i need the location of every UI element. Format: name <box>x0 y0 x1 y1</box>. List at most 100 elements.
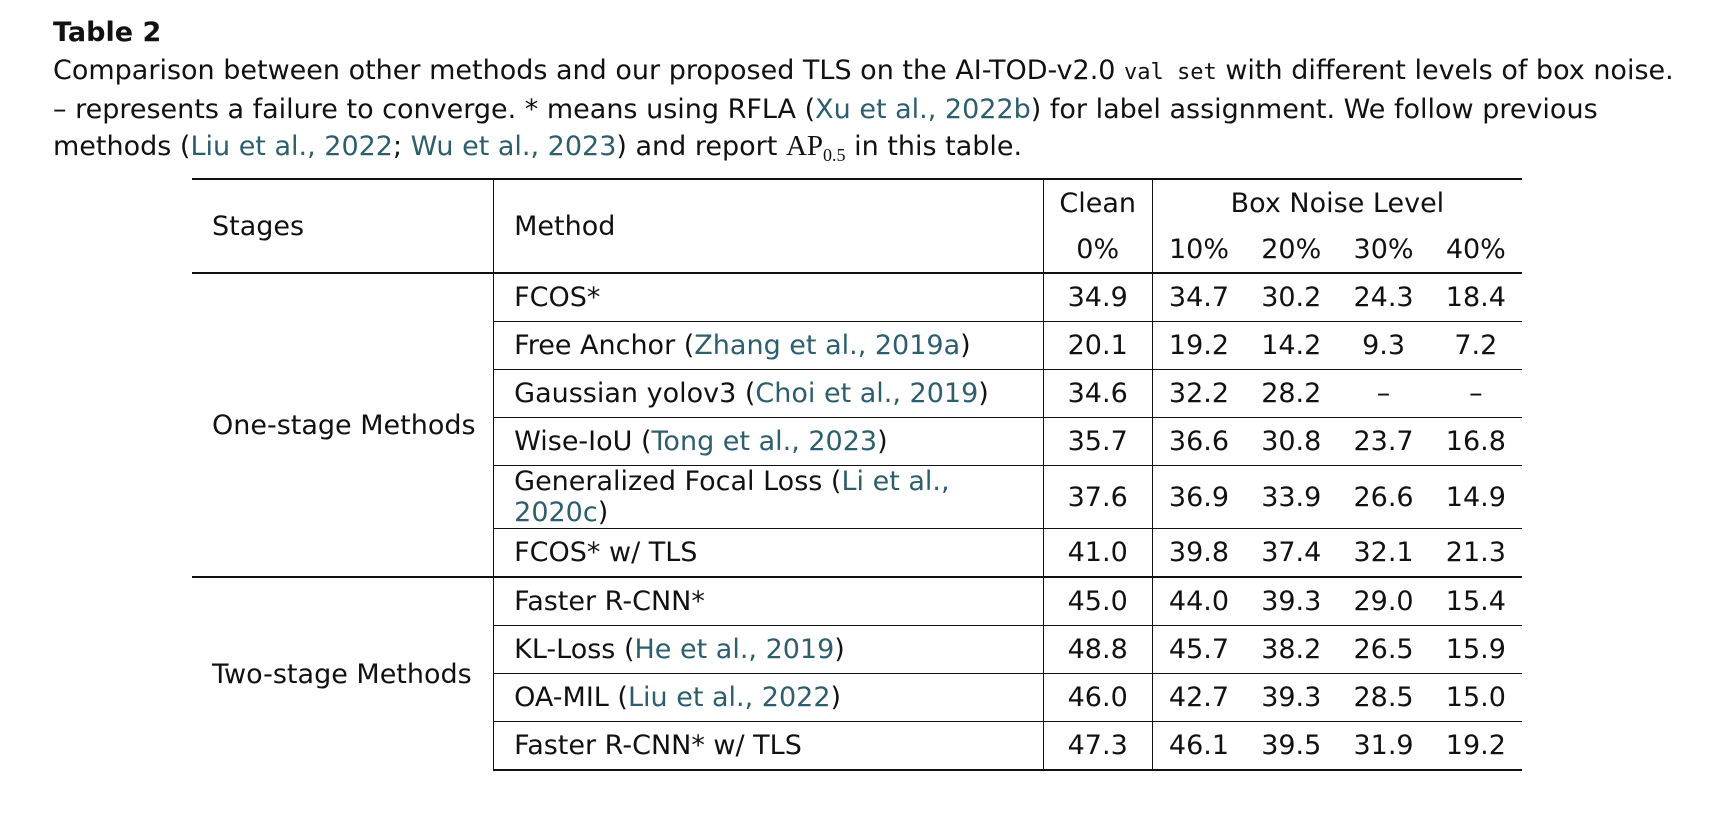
caption-part2: with different levels of box noise. – re… <box>53 55 1674 125</box>
caption-text: Comparison between other methods and our… <box>53 52 1693 174</box>
caption-mono: val set <box>1124 60 1217 85</box>
noise-value: 16.8 <box>1429 417 1522 466</box>
header-box-noise: Box Noise Level <box>1151 178 1522 226</box>
citation-link[interactable]: Li et al., 2020c <box>514 466 950 528</box>
noise-value: 31.9 <box>1337 721 1430 771</box>
noise-value: – <box>1337 369 1430 418</box>
citation-link[interactable]: Wu et al., 2023 <box>410 131 617 162</box>
table-row: Faster R-CNN* w/ TLS 47.3 46.1 39.5 31.9 19.2 <box>192 721 1522 771</box>
citation-link[interactable]: Liu et al., 2022 <box>190 131 393 162</box>
header-level: 40% <box>1445 233 1506 265</box>
clean-value: 34.9 <box>1042 272 1153 322</box>
noise-value: 37.4 <box>1245 528 1338 577</box>
table-row: Generalized Focal Loss (Li et al., 2020c… <box>192 465 1522 529</box>
citation-link[interactable]: Zhang et al., 2019a <box>694 330 961 361</box>
header-method: Method <box>493 178 1044 273</box>
citation-link[interactable]: Tong et al., 2023 <box>651 426 878 457</box>
method-name: Gaussian yolov3 ( <box>514 378 756 409</box>
noise-value: 19.2 <box>1151 321 1246 370</box>
citation-link[interactable]: Xu et al., 2022b <box>815 94 1031 125</box>
noise-value: 14.9 <box>1429 465 1522 529</box>
table-row: OA-MIL (Liu et al., 2022) 46.0 42.7 39.3 28.… <box>192 673 1522 722</box>
clean-value: 41.0 <box>1042 528 1153 577</box>
stage-label: One-stage Methods <box>192 272 494 577</box>
caption-part1: Comparison between other methods and our… <box>53 55 1125 86</box>
method-cell: KL-Loss (He et al., 2019) <box>493 625 1044 674</box>
method-paren: ) <box>877 426 888 457</box>
table-group-two-stage: Two-stage Methods Faster R-CNN* 45.0 44.0 39… <box>192 576 1522 771</box>
noise-value: 39.8 <box>1151 528 1246 577</box>
header-clean: Clean <box>1042 178 1153 226</box>
method-name: FCOS* w/ TLS <box>514 537 698 568</box>
noise-value: 24.3 <box>1337 272 1430 322</box>
noise-value: 44.0 <box>1151 576 1246 626</box>
method-cell: OA-MIL (Liu et al., 2022) <box>493 673 1044 722</box>
citation-link[interactable]: He et al., 2019 <box>634 634 835 665</box>
noise-value: 23.7 <box>1337 417 1430 466</box>
results-table: Stages Method Clean Box Noise Level 0% 1… <box>192 178 1522 771</box>
noise-value: 26.6 <box>1337 465 1430 529</box>
method-name: OA-MIL ( <box>514 682 628 713</box>
method-name: KL-Loss ( <box>514 634 635 665</box>
noise-value: 38.2 <box>1245 625 1338 674</box>
noise-value: 46.1 <box>1151 721 1246 771</box>
method-paren: ) <box>830 682 842 713</box>
method-cell: Free Anchor (Zhang et al., 2019a) <box>493 321 1044 370</box>
caption-part5: in this table. <box>845 131 1023 162</box>
method-cell: Generalized Focal Loss (Li et al., 2020c… <box>493 465 1044 529</box>
clean-value: 35.7 <box>1042 417 1153 466</box>
table-row: KL-Loss (He et al., 2019) 48.8 45.7 38.2 26.… <box>192 625 1522 674</box>
method-name: Generalized Focal Loss ( <box>514 466 842 497</box>
method-cell: Wise-IoU (Tong et al., 2023) <box>493 417 1044 466</box>
noise-value: 26.5 <box>1337 625 1430 674</box>
citation-link[interactable]: Liu et al., 2022 <box>627 682 831 713</box>
method-paren: ) <box>597 497 609 528</box>
noise-value: 18.4 <box>1429 272 1522 322</box>
clean-value: 48.8 <box>1042 625 1153 674</box>
table-row: Free Anchor (Zhang et al., 2019a) 20.1 19.… <box>192 321 1522 370</box>
table-row: Gaussian yolov3 (Choi et al., 2019) 34.6 3… <box>192 369 1522 418</box>
caption-sep: ; <box>392 131 411 162</box>
table-row: FCOS* w/ TLS 41.0 39.8 37.4 32.1 21.3 <box>192 528 1522 577</box>
method-cell: Gaussian yolov3 (Choi et al., 2019) <box>493 369 1044 418</box>
noise-value: 29.0 <box>1337 576 1430 626</box>
header-level: 20% <box>1261 233 1322 265</box>
table-row: Wise-IoU (Tong et al., 2023) 35.7 36.6 30.8… <box>192 417 1522 466</box>
method-name: Faster R-CNN* w/ TLS <box>514 730 802 761</box>
noise-value: 36.9 <box>1151 465 1246 529</box>
header-clean-pct: 0% <box>1042 226 1153 273</box>
citation-link[interactable]: Choi et al., 2019 <box>755 378 979 409</box>
method-cell: Faster R-CNN* <box>493 576 1044 626</box>
clean-value: 20.1 <box>1042 321 1153 370</box>
noise-value: 15.0 <box>1429 673 1522 722</box>
clean-value: 37.6 <box>1042 465 1153 529</box>
method-cell: Faster R-CNN* w/ TLS <box>493 721 1044 771</box>
noise-value: 34.7 <box>1151 272 1246 322</box>
ap-metric: AP0.5 <box>785 130 846 165</box>
noise-value: 32.1 <box>1337 528 1430 577</box>
table-group-one-stage: One-stage Methods FCOS* 34.9 34.7 30.2 24.3 18… <box>192 272 1522 577</box>
noise-value: – <box>1429 369 1522 418</box>
noise-value: 39.3 <box>1245 576 1338 626</box>
header-level: 10% <box>1151 226 1246 273</box>
noise-value: 14.2 <box>1245 321 1338 370</box>
caption-part4: ) and report <box>616 131 786 162</box>
clean-value: 46.0 <box>1042 673 1153 722</box>
noise-value: 7.2 <box>1429 321 1522 370</box>
noise-value: 21.3 <box>1429 528 1522 577</box>
noise-value: 15.4 <box>1429 576 1522 626</box>
method-name: Free Anchor ( <box>514 330 695 361</box>
noise-value: 15.9 <box>1429 625 1522 674</box>
caption-part3: ) for label assignment. We follow previo… <box>53 94 1598 162</box>
clean-value: 34.6 <box>1042 369 1153 418</box>
noise-value: 19.2 <box>1429 721 1522 771</box>
noise-value: 32.2 <box>1151 369 1246 418</box>
noise-value: 28.2 <box>1245 369 1338 418</box>
table-row: One-stage Methods FCOS* 34.9 34.7 30.2 24.3 18… <box>192 272 1522 577</box>
noise-value: 30.2 <box>1245 272 1338 322</box>
header-level: 30% <box>1353 233 1414 265</box>
table-row: Two-stage Methods Faster R-CNN* 45.0 44.0 39… <box>192 576 1522 770</box>
noise-value: 28.5 <box>1337 673 1430 722</box>
noise-value: 42.7 <box>1151 673 1246 722</box>
noise-value: 9.3 <box>1337 321 1430 370</box>
